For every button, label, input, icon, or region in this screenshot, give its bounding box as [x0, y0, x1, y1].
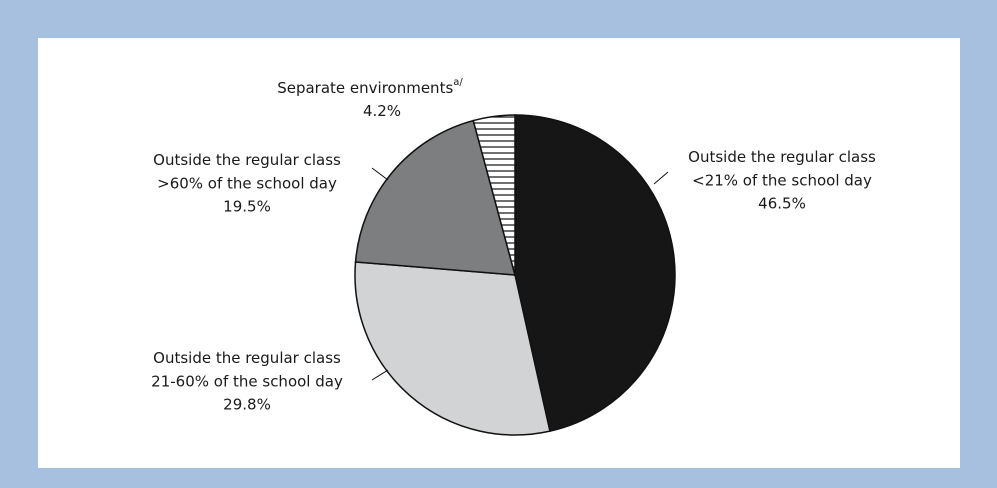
value-label: 46.5%	[758, 195, 806, 213]
value-label: 19.5%	[223, 198, 271, 216]
slice-label: Separate environmentsa/	[277, 77, 463, 97]
slice-label-line: >60% of the school day	[157, 174, 337, 192]
pie-slice	[354, 119, 517, 276]
value-label: 4.2%	[363, 102, 401, 120]
slice-label: Outside the regular class	[153, 349, 341, 367]
leader-line	[371, 369, 389, 381]
slice-label: 21-60% of the school day	[151, 372, 343, 390]
slice-label-line: Outside the regular class	[688, 148, 876, 166]
pie-slice	[354, 261, 551, 436]
slice-label-line: Outside the regular class	[153, 349, 341, 367]
footnote-mark: a/	[453, 77, 463, 88]
slice-label-line: Separate environments	[277, 79, 453, 97]
slice-label: Outside the regular class	[153, 151, 341, 169]
value-label: 29.8%	[223, 396, 271, 414]
leader-line	[371, 167, 389, 181]
pie-slice	[514, 114, 676, 433]
slice-label-line: 21-60% of the school day	[151, 372, 343, 390]
slice-label-line: Outside the regular class	[153, 151, 341, 169]
slice-label: Outside the regular class	[688, 148, 876, 166]
slice-label: <21% of the school day	[692, 171, 872, 189]
slice-label-line: <21% of the school day	[692, 171, 872, 189]
slice-label: >60% of the school day	[157, 174, 337, 192]
leader-line	[653, 171, 669, 185]
pie-slice	[472, 114, 516, 276]
